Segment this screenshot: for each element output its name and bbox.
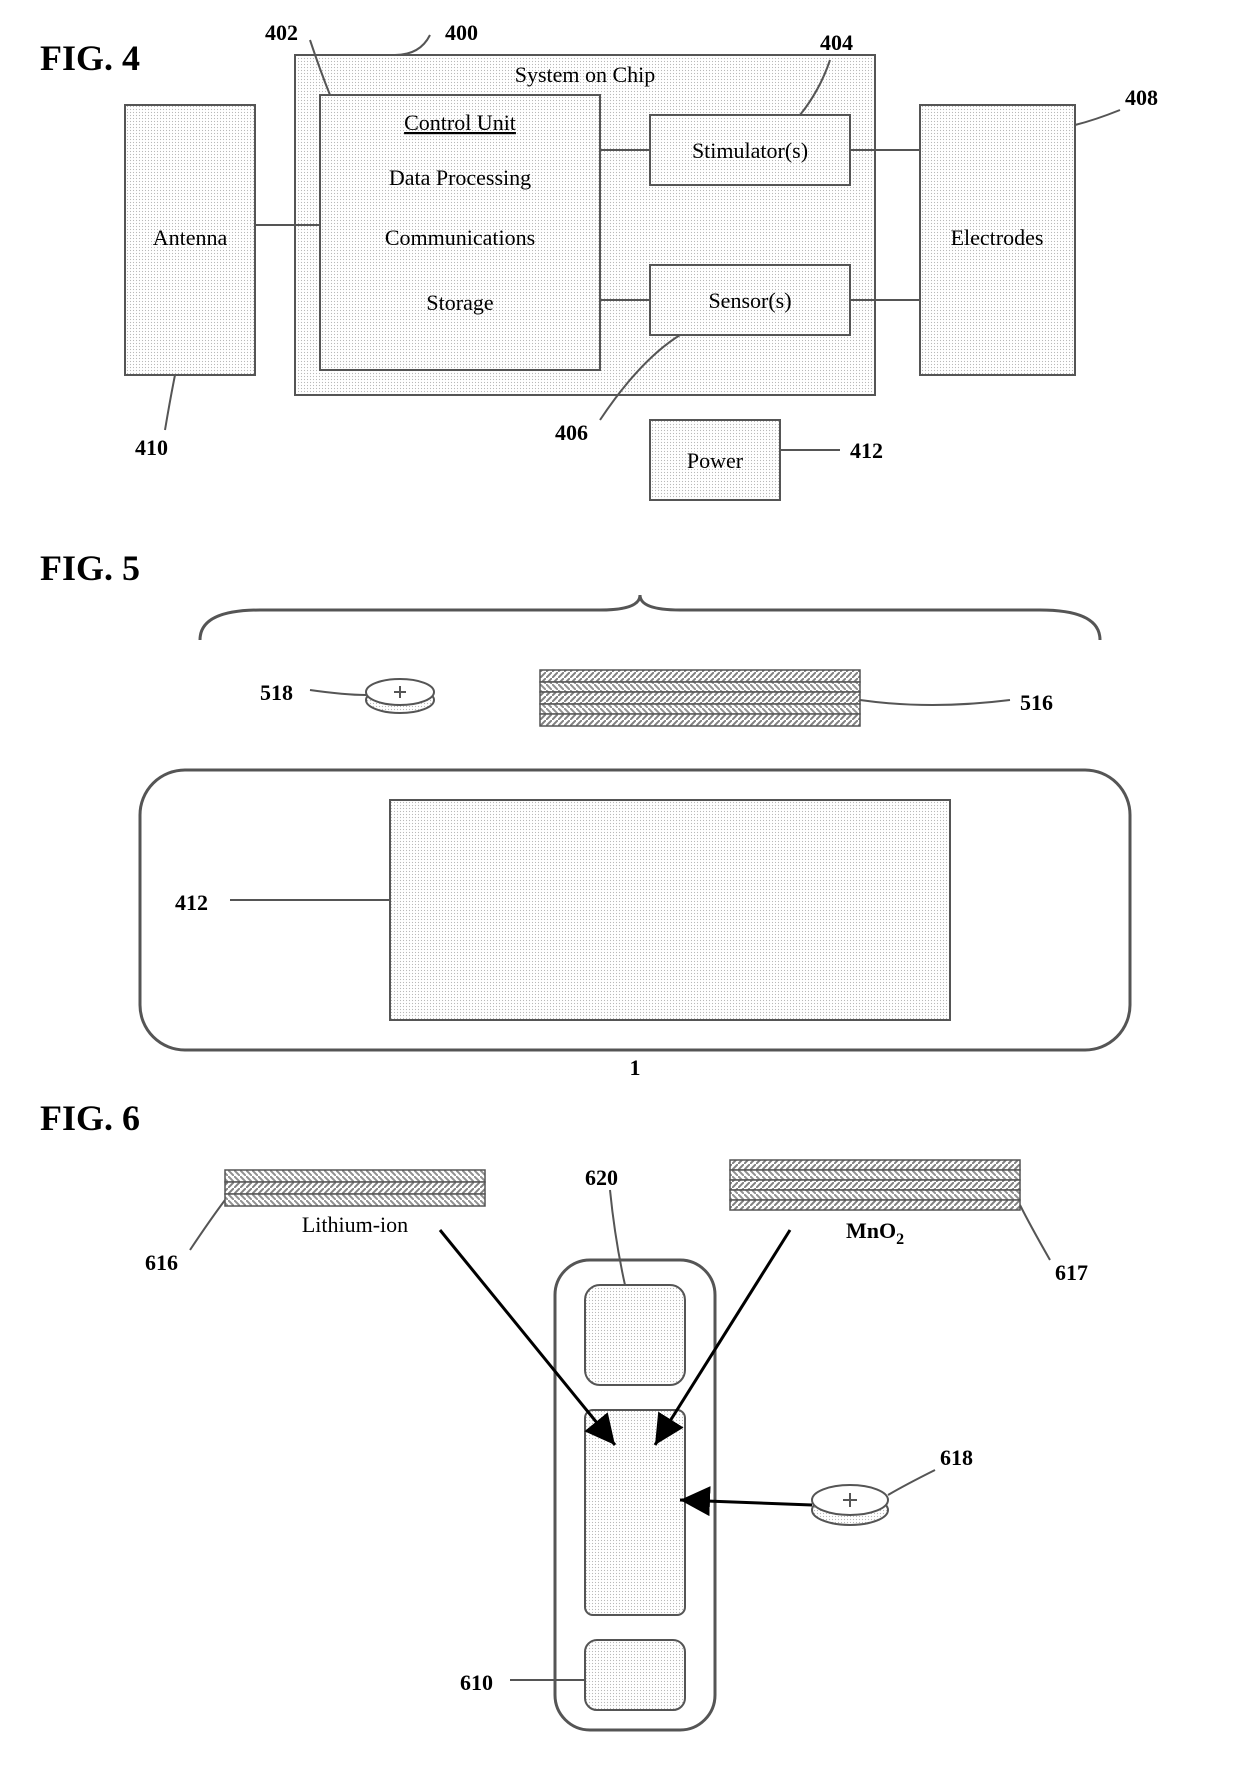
electrodes-label: Electrodes [951,225,1044,250]
control-unit-line2: Communications [385,225,535,250]
ref-402: 402 [265,20,298,45]
patent-figures: FIG. 4 System on Chip Control Unit Data … [0,0,1240,1766]
ref-518: 518 [260,680,293,705]
antenna-label: Antenna [153,225,228,250]
fig6-title: FIG. 6 [40,1098,140,1138]
device-inner-412 [390,800,950,1020]
vert-top-square [585,1285,685,1385]
sensor-label: Sensor(s) [708,288,791,313]
leader-617 [1020,1205,1050,1260]
lithium-ion-battery [225,1170,485,1206]
leader-516 [860,700,1010,705]
coin-cell [366,679,434,713]
ref-616: 616 [145,1250,178,1275]
control-unit-line3: Storage [426,290,493,315]
leader-408 [1075,110,1120,125]
ref-610: 610 [460,1670,493,1695]
mno2-battery [730,1160,1020,1210]
ref-410: 410 [135,435,168,460]
leader-616 [190,1200,225,1250]
layered-battery-516 [540,670,860,726]
leader-410 [165,375,175,430]
ref-408: 408 [1125,85,1158,110]
fig5-bottom-label: 1 [630,1055,641,1080]
ref-620: 620 [585,1165,618,1190]
fig5-title: FIG. 5 [40,548,140,588]
vert-middle-rect [585,1410,685,1615]
leader-400 [395,35,430,55]
fig5: FIG. 5 518 516 412 1 [40,548,1130,1080]
lithium-label: Lithium-ion [302,1212,408,1237]
soc-title: System on Chip [515,62,656,87]
fig4: FIG. 4 System on Chip Control Unit Data … [40,20,1158,500]
vert-bottom-square [585,1640,685,1710]
ref-5-412: 412 [175,890,208,915]
fig4-title: FIG. 4 [40,38,140,78]
ref-404: 404 [820,30,853,55]
ref-618: 618 [940,1445,973,1470]
ref-617: 617 [1055,1260,1088,1285]
leader-518 [310,690,366,695]
coin-cell-618 [812,1485,888,1525]
ref-516: 516 [1020,690,1053,715]
mno2-label: MnO2 [846,1218,904,1248]
control-unit-title: Control Unit [404,110,516,135]
power-label: Power [687,448,744,473]
fig6: FIG. 6 Lithium-ion 616 MnO2 617 [40,1098,1088,1730]
ref-412: 412 [850,438,883,463]
ref-406: 406 [555,420,588,445]
leader-618 [888,1470,935,1495]
ref-400: 400 [445,20,478,45]
stimulator-label: Stimulator(s) [692,138,808,163]
brace [200,595,1100,640]
control-unit-line1: Data Processing [389,165,531,190]
